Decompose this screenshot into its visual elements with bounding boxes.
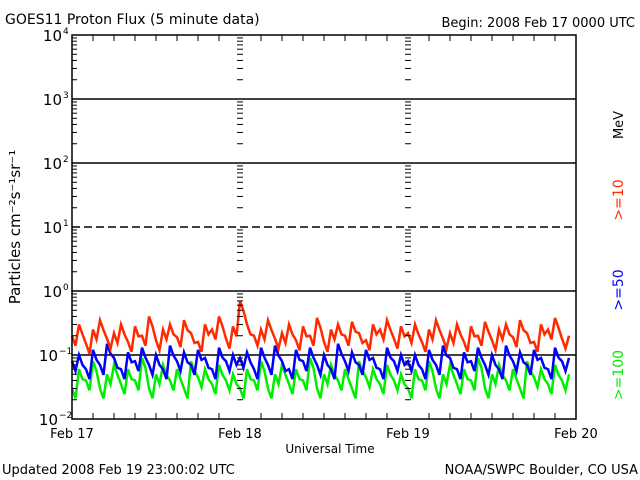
chart-title: GOES11 Proton Flux (5 minute data)	[5, 12, 260, 28]
y-tick-label: 10	[39, 347, 58, 365]
y-tick-label: 10	[43, 283, 62, 301]
y-tick-label: 10	[43, 91, 62, 109]
y-tick-exponent: 4	[63, 27, 69, 37]
updated-label: Updated 2008 Feb 19 23:00:02 UTC	[2, 463, 235, 478]
y-tick-exponent: 0	[63, 283, 69, 293]
y-tick-label: 10	[43, 27, 62, 45]
series-line-50	[70, 343, 571, 380]
legend-label-50: >=50	[611, 269, 627, 310]
x-tick-label: Feb 18	[218, 427, 262, 442]
legend-label-10: >=10	[611, 179, 627, 220]
x-tick-label: Feb 20	[554, 427, 598, 442]
y-tick-label: 10	[43, 219, 62, 237]
x-axis-label: Universal Time	[285, 442, 374, 456]
y-tick-label: 10	[39, 411, 58, 429]
y-tick-exponent: −2	[59, 411, 72, 421]
y-tick-exponent: 2	[63, 155, 69, 165]
series-line-100	[70, 357, 571, 399]
legend-label-100: >=100	[611, 350, 627, 400]
x-tick-label: Feb 17	[50, 427, 94, 442]
credit-label: NOAA/SWPC Boulder, CO USA	[445, 463, 638, 478]
y-tick-exponent: 1	[63, 219, 69, 229]
y-tick-label: 10	[43, 155, 62, 173]
legend-unit: MeV	[612, 111, 627, 139]
y-axis-label: Particles cm⁻²s⁻¹sr⁻¹	[6, 150, 24, 304]
plot-frame	[71, 34, 577, 420]
y-tick-exponent: −1	[59, 347, 72, 357]
x-tick-label: Feb 19	[386, 427, 430, 442]
series-line-10	[70, 300, 571, 356]
begin-label: Begin: 2008 Feb 17 0000 UTC	[441, 16, 635, 31]
y-tick-exponent: 3	[63, 91, 69, 101]
